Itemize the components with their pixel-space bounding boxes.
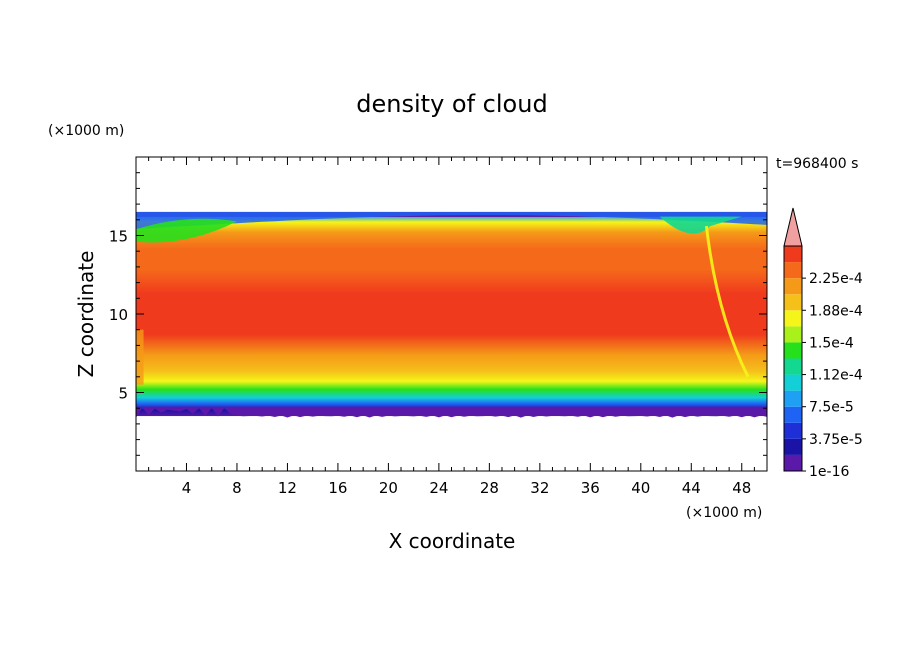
- x-tick-label: 40: [631, 479, 650, 497]
- colorbar-segment: [784, 310, 802, 327]
- colorbar-label: 3.75e-5: [809, 432, 863, 448]
- x-tick-label: 8: [232, 479, 242, 497]
- colorbar-segment: [784, 294, 802, 311]
- colorbar-segment: [784, 358, 802, 375]
- x-unit-label: (×1000 m): [686, 505, 762, 521]
- left-top-swirl: [136, 218, 237, 243]
- colorbar-segment: [784, 342, 802, 359]
- colorbar-segment: [784, 278, 802, 295]
- y-tick-label: 15: [109, 228, 128, 246]
- colorbar-label: 1e-16: [809, 464, 849, 480]
- colorbar-label: 2.25e-4: [809, 271, 863, 287]
- y-axis-label: Z coordinate: [74, 251, 98, 378]
- y-tick-label: 10: [109, 306, 128, 324]
- colorbar-label: 7.5e-5: [809, 400, 854, 416]
- right-plume: [704, 225, 750, 378]
- colorbar-label: 1.88e-4: [809, 303, 863, 319]
- colorbar-segment: [784, 326, 802, 343]
- x-tick-label: 36: [581, 479, 600, 497]
- colorbar-overflow-arrow: [783, 207, 803, 247]
- cloud-body: [136, 211, 767, 417]
- x-tick-label: 48: [732, 479, 751, 497]
- cloud-base-fringe: [136, 406, 767, 418]
- colorbar-label: 1.12e-4: [809, 368, 863, 384]
- y-axis-ticks: 5 10 15: [109, 172, 767, 456]
- colorbar-label: 1.5e-4: [809, 335, 854, 351]
- x-tick-label: 4: [182, 479, 192, 497]
- x-tick-label: 20: [379, 479, 398, 497]
- colorbar: 1e-16 3.75e-5 7.5e-5 1.12e-4 1.5e-4 1.88e-4 2.…: [783, 207, 863, 480]
- right-top-swirl: [659, 216, 742, 234]
- y-unit-label: (×1000 m): [48, 123, 124, 139]
- chart-title: density of cloud: [356, 90, 547, 118]
- x-tick-label: 32: [530, 479, 549, 497]
- cloud-crest-band: [136, 211, 767, 229]
- colorbar-segment: [784, 454, 802, 471]
- time-label: t=968400 s: [776, 156, 858, 172]
- colorbar-segment: [784, 438, 802, 455]
- colorbar-segment: [784, 246, 802, 263]
- colorbar-segment: [784, 390, 802, 407]
- colorbar-segment: [784, 406, 802, 423]
- x-tick-label: 12: [278, 479, 297, 497]
- y-tick-label: 5: [118, 385, 128, 403]
- density-field: [136, 211, 767, 418]
- colorbar-segment: [784, 422, 802, 439]
- colorbar-segment: [784, 262, 802, 279]
- colorbar-frame: [783, 245, 803, 472]
- x-tick-label: 28: [480, 479, 499, 497]
- x-tick-label: 16: [328, 479, 347, 497]
- left-edge-band: [136, 329, 144, 385]
- colorbar-segment: [784, 374, 802, 391]
- x-tick-label: 24: [429, 479, 448, 497]
- x-axis-ticks: 4 8 12 16 20 24 28 32 36 40 44 48: [148, 157, 755, 497]
- x-axis-label: X coordinate: [389, 529, 516, 553]
- x-tick-label: 44: [682, 479, 701, 497]
